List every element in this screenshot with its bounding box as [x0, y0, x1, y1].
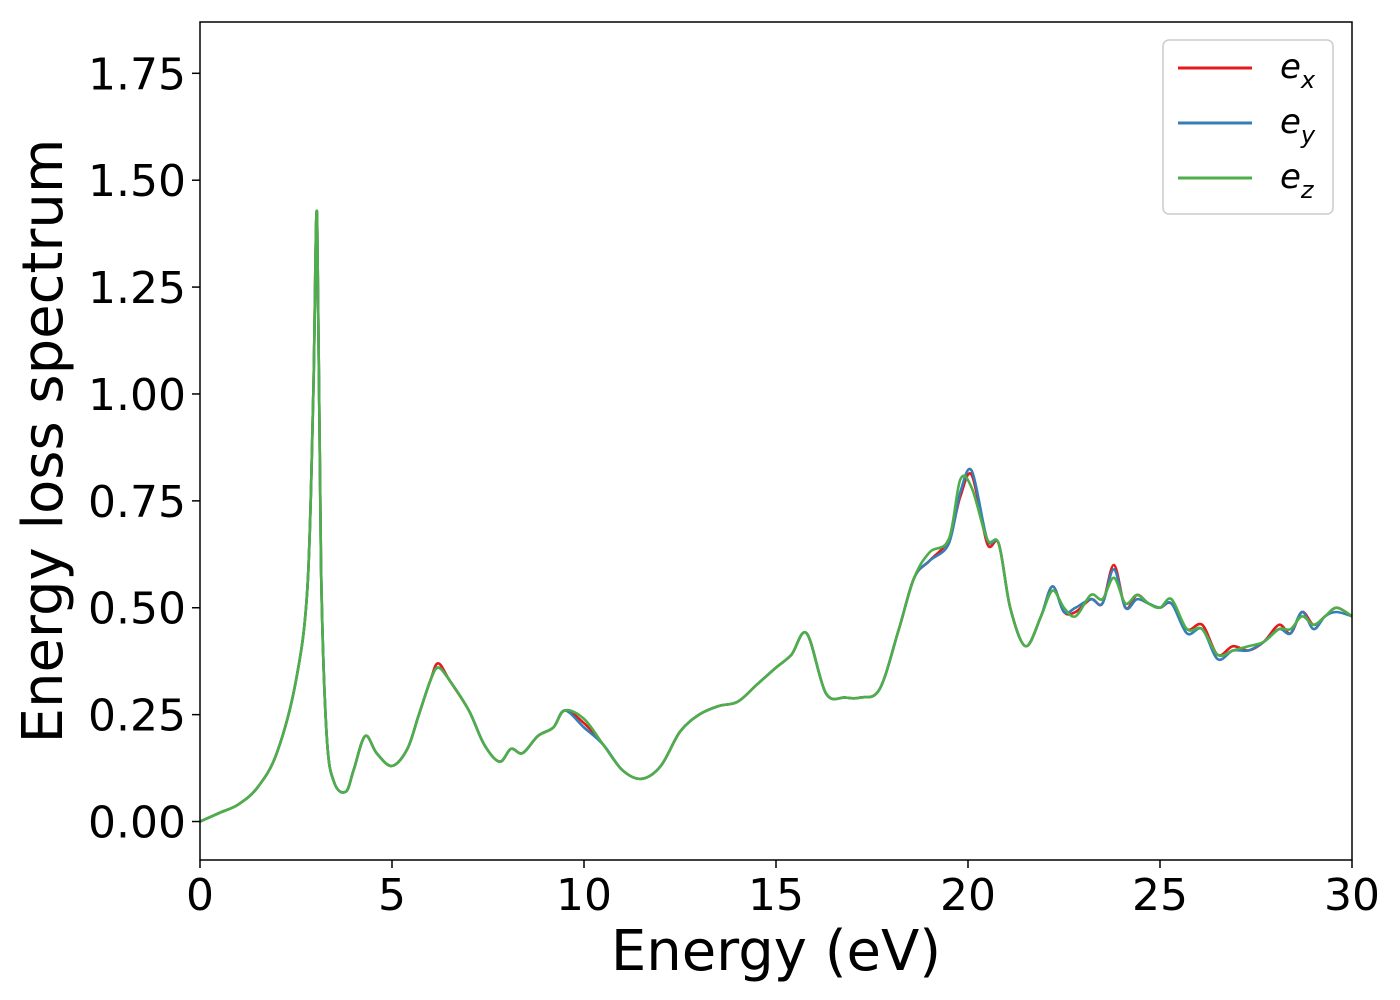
- series-line-e-z: [200, 209, 1352, 823]
- y-tick-label: 0.75: [88, 477, 186, 528]
- y-tick-label: 1.00: [88, 370, 186, 421]
- x-axis-title: Energy (eV): [611, 919, 941, 984]
- legend-label: ex: [1280, 47, 1316, 94]
- x-axis: 0 5 10 15 20 25 30: [186, 860, 1380, 921]
- legend-label: ey: [1280, 102, 1316, 149]
- y-tick-label: 0.00: [88, 798, 186, 849]
- x-tick-label: 5: [378, 870, 406, 921]
- x-tick-label: 0: [186, 870, 214, 921]
- y-tick-label: 0.50: [88, 584, 186, 635]
- y-axis-title: Energy loss spectrum: [11, 139, 76, 744]
- y-tick-label: 1.50: [88, 156, 186, 207]
- y-tick-label: 1.25: [88, 263, 186, 314]
- x-tick-label: 25: [1132, 870, 1188, 921]
- y-tick-label: 1.75: [88, 49, 186, 100]
- x-tick-label: 10: [556, 870, 612, 921]
- x-tick-label: 30: [1324, 870, 1380, 921]
- y-axis: 0.00 0.25 0.50 0.75 1.00 1.25 1.50 1.75: [88, 49, 200, 849]
- x-tick-label: 15: [748, 870, 804, 921]
- series-layer: [200, 209, 1352, 823]
- legend-box: [1162, 39, 1334, 215]
- y-tick-label: 0.25: [88, 691, 186, 742]
- series-line-e-y: [200, 209, 1352, 823]
- series-line-e-x: [200, 209, 1352, 823]
- x-tick-label: 20: [940, 870, 996, 921]
